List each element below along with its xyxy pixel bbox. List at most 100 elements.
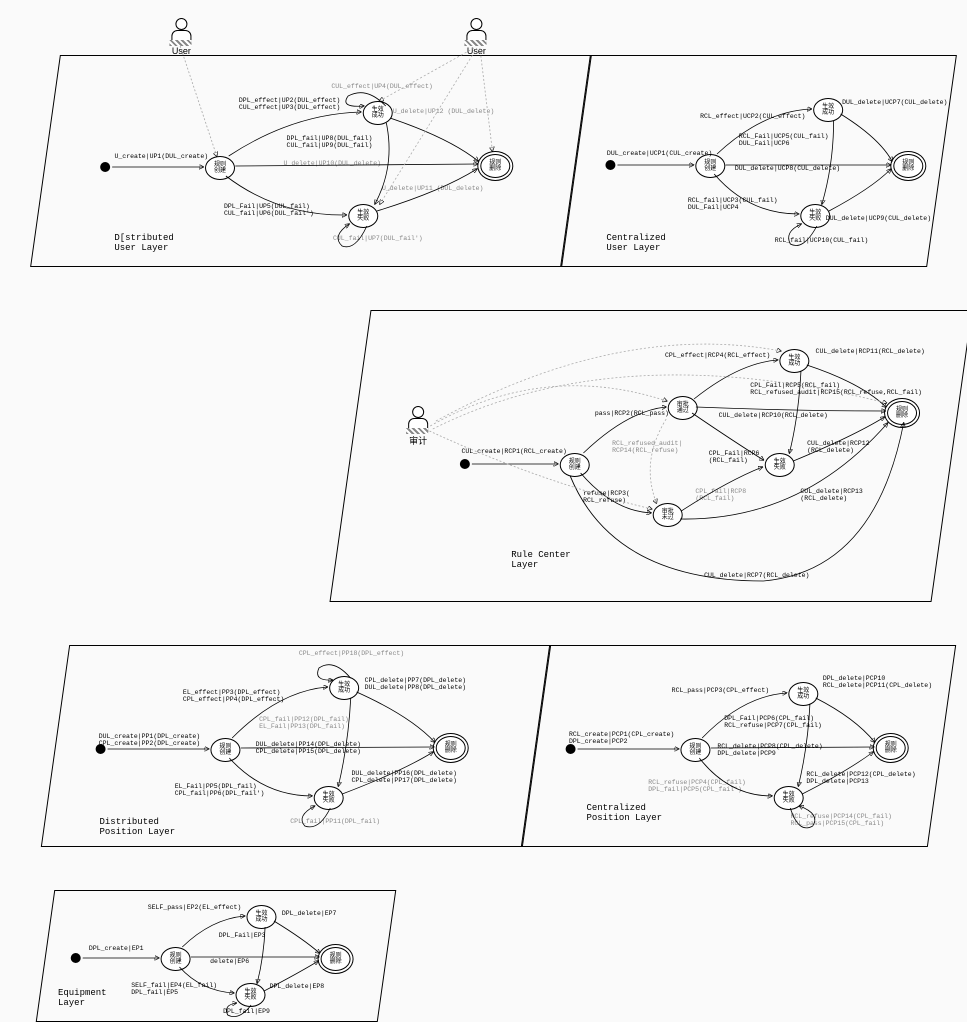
cul-e5: DUL_delete|UCP8(CUL_delete) bbox=[735, 166, 840, 173]
el-e2: SELF_pass|EP2(EL_effect) bbox=[148, 905, 242, 912]
el-e8: DPL_fail|EP9 bbox=[223, 1009, 270, 1016]
rcl-e2: pass|RCP2(RCL_pass) bbox=[595, 411, 669, 418]
cul-e6: RCL_fail|UCP3(CUL_fail)DUL_Fail|UCP4 bbox=[688, 198, 778, 212]
dul-title: D[stributedUser Layer bbox=[114, 234, 173, 254]
dpl-e7: DUL_delete|PP14(DPL_delete)CPL_delete|PP… bbox=[256, 742, 361, 756]
rcl-title: Rule CenterLayer bbox=[511, 551, 570, 571]
dul-e3: DPL_Fail|UP5(DUL_fail)CUL_fail|UP6(DUL_f… bbox=[224, 204, 314, 218]
dul-e1: U_create|UP1(DUL_create) bbox=[115, 154, 209, 161]
rcl-success: 生效成功 bbox=[779, 349, 809, 373]
rcl-e13: CUL_delete|RCP7(RCL_delete) bbox=[704, 573, 809, 580]
cpl-fail: 生效失败 bbox=[774, 786, 804, 810]
cpl-success: 生效成功 bbox=[788, 682, 818, 706]
dul-e9: CUL_fail|UP7(DUL_fail') bbox=[333, 236, 423, 243]
dpl-fail: 生效失败 bbox=[314, 786, 344, 810]
layer-el: 规则创建 生效成功 生效失败 规则删除 EquipmentLayer DPL_c… bbox=[36, 890, 397, 1022]
rcl-create: 规则创建 bbox=[560, 453, 590, 477]
dul-fail: 生效失败 bbox=[348, 204, 378, 228]
dpl-e2: EL_effect|PP3(DPL_effect)CPL_effect|PP4(… bbox=[183, 690, 284, 704]
rcl-e10: CPL_fail|RCP8(RCL_fail) bbox=[695, 489, 746, 503]
rcl-e12: CUL_delete|RCP13(RCL_delete) bbox=[800, 489, 862, 503]
rcl-e8: CUL_delete|RCP10(RCL_delete) bbox=[719, 413, 828, 420]
el-e4: SELF_fail|EP4(EL_fail)DPL_fail|EP5 bbox=[131, 983, 217, 997]
dpl-e6: CPL_fail|PP12(DPL_fail)EL_Fail|PP13(DPL_… bbox=[259, 717, 349, 731]
dul-e6: DPL_fail|UP8(DUL_fail)CUL_fail|UP9(DUL_f… bbox=[287, 136, 373, 150]
dpl-e5: CPL_delete|PP7(DPL_delete)DUL_delete|PP8… bbox=[365, 678, 466, 692]
el-e6: DPL_delete|EP7 bbox=[282, 911, 337, 918]
dul-delete: 规则删除 bbox=[480, 154, 510, 178]
el-e1: DPL_create|EP1 bbox=[89, 946, 144, 953]
cpl-e5: RCL_delete|PCP8(CPL_delete)DPL_delete|PC… bbox=[717, 744, 822, 758]
cul-success: 生效成功 bbox=[813, 98, 843, 122]
dpl-title: DistributedPosition Layer bbox=[99, 818, 175, 838]
cul-e1: DUL_create|UCP1(CUL_create) bbox=[607, 151, 712, 158]
el-fail: 生效失败 bbox=[236, 983, 266, 1007]
cul-e2: RCL_effect|UCP2(CUL_effect) bbox=[700, 114, 805, 121]
rcl-e4: RCL_refused_audit|RCP14(RCL_refuse) bbox=[612, 441, 682, 455]
cul-title: CentralizedUser Layer bbox=[606, 234, 665, 254]
cpl-create: 规则创建 bbox=[680, 738, 710, 762]
rcl-e1: CUL_create|RCP1(RCL_create) bbox=[462, 449, 567, 456]
layer-cul: 规则创建 生效成功 生效失败 规则删除 CentralizedUser Laye… bbox=[560, 55, 957, 267]
dul-e8: U_delete|UP11 (DUL_delete) bbox=[382, 186, 483, 193]
rcl-e9: CPL_Fail|RCP6(RCL_fail) bbox=[709, 451, 760, 465]
el-start bbox=[71, 953, 81, 963]
dpl-create: 规则创建 bbox=[210, 738, 240, 762]
el-create: 规则创建 bbox=[161, 947, 191, 971]
rcl-e3: refuse|RCP3(RCL_refuse) bbox=[583, 491, 630, 505]
dul-e4: CUL_effect|UP4(DUL_effect) bbox=[331, 84, 432, 91]
actor-audit: 审计 bbox=[405, 406, 431, 447]
dpl-e3: EL_Fail|PP5(DPL_fail)CPL_fail|PP6(DPL_fa… bbox=[175, 784, 265, 798]
cul-e7: DUL_delete|UCP9(CUL_delete) bbox=[826, 216, 931, 223]
dul-start bbox=[100, 162, 110, 172]
cpl-e1: RCL_create|PCP1(CPL_create)DPL_create|PC… bbox=[569, 732, 674, 746]
cpl-e7: RCL_delete|PCP12(CPL_delete)DPL_delete|P… bbox=[806, 772, 915, 786]
rcl-e11: CUL_delete|RCP12(RCL_delete) bbox=[807, 441, 869, 455]
rcl-start bbox=[460, 459, 470, 469]
rcl-e6: CPL_Fail|RCP5(RCL_fail)RCL_refused_audit… bbox=[750, 383, 922, 397]
dpl-e1: DUL_create|PP1(DPL_create)CPL_create|PP2… bbox=[99, 734, 200, 748]
actor-user2: User bbox=[463, 18, 489, 56]
rcl-fail: 生效失败 bbox=[765, 453, 795, 477]
layer-rcl: 审计 规则创建 审批通过 审批未过 生效成功 生效失败 规则删除 Rule Ce… bbox=[329, 310, 967, 602]
rcl-approve-pass: 审批通过 bbox=[668, 396, 698, 420]
dul-success: 生效成功 bbox=[363, 101, 393, 125]
rcl-e5: CPL_effect|RCP4(RCL_effect) bbox=[665, 353, 770, 360]
layer-dpl: 规则创建 生效成功 生效失败 规则删除 DistributedPosition … bbox=[41, 645, 551, 847]
dul-e5: U_delete|UP12 (DUL_delete) bbox=[393, 109, 494, 116]
el-e5: delete|EP6 bbox=[210, 959, 249, 966]
cpl-e8: RCL_refuse|PCP14(CPL_fail)RCL_pass|PCP15… bbox=[790, 814, 891, 828]
dpl-e4: CPL_effect|PP18(DPL_effect) bbox=[299, 651, 404, 658]
cpl-e3: DPL_Fail|PCP6(CPL_fail)RCL_refuse|PCP7(C… bbox=[724, 716, 822, 730]
actor-user1-label: User bbox=[168, 46, 194, 56]
dpl-success: 生效成功 bbox=[329, 676, 359, 700]
el-e3: DPL_Fail|EP3 bbox=[219, 933, 266, 940]
cul-e3: RCL_Fail|UCP5(CUL_fail)DUL_Fail|UCP6 bbox=[739, 134, 829, 148]
cpl-delete: 规则删除 bbox=[876, 736, 906, 760]
dul-e2: DPL_effect|UP2(DUL_effect)CUL_effect|UP3… bbox=[239, 98, 340, 112]
cul-e4: DUL_delete|UCP7(CUL_delete) bbox=[842, 100, 947, 107]
el-e7: DPL_delete|EP8 bbox=[270, 984, 325, 991]
el-title: EquipmentLayer bbox=[58, 989, 107, 1009]
actor-user1: User bbox=[168, 18, 194, 56]
rcl-approve-not: 审批未过 bbox=[653, 503, 683, 527]
dpl-e8: DUL_delete|PP16(DPL_delete)CPL_delete|PP… bbox=[352, 771, 457, 785]
cul-delete: 规则删除 bbox=[893, 154, 923, 178]
cpl-e2: RCL_pass|PCP3(CPL_effect) bbox=[672, 688, 770, 695]
cpl-e4: DPL_delete|PCP10RCL_delete|PCP11(CPL_del… bbox=[823, 676, 932, 690]
actor-user2-label: User bbox=[463, 46, 489, 56]
el-delete: 规则删除 bbox=[321, 947, 351, 971]
layer-dul: User User 规则创建 生效成功 生效失败 规则删除 D[stribute… bbox=[30, 55, 592, 267]
cul-e8: RCL_fail|UCP10(CUL_fail) bbox=[775, 238, 869, 245]
dul-create: 规则创建 bbox=[205, 156, 235, 180]
rcl-e7: CUL_delete|RCP11(RCL_delete) bbox=[816, 349, 925, 356]
cul-start bbox=[605, 160, 615, 170]
cpl-title: CentralizedPosition Layer bbox=[586, 804, 662, 824]
cpl-e6: RCL_refuse|PCP4(CPL_fail)DPL_fail|PCP5(C… bbox=[648, 780, 746, 794]
rcl-delete: 规则删除 bbox=[887, 401, 917, 425]
dpl-e9: CPL_fail|PP11(DPL_fail) bbox=[290, 819, 380, 826]
el-success: 生效成功 bbox=[246, 905, 276, 929]
layer-cpl: 规则创建 生效成功 生效失败 规则删除 CentralizedPosition … bbox=[521, 645, 956, 847]
dul-e7: U_delete|UP10(DUL_delete) bbox=[284, 161, 382, 168]
dpl-delete: 规则删除 bbox=[436, 736, 466, 760]
